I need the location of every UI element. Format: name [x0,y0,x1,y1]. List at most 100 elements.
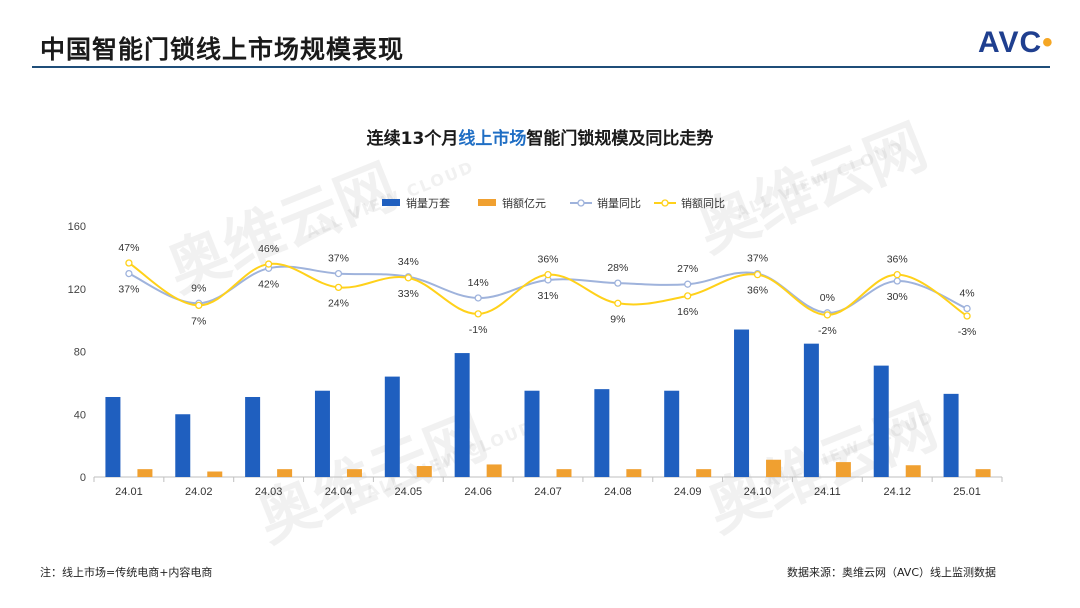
x-tick-label: 24.12 [883,486,911,498]
bar-sales-value [486,464,502,477]
bar-sales-volume [245,396,261,477]
y-tick-label: 0 [80,472,86,484]
data-label-volume-yoy: 37% [328,253,349,265]
chart-title-prefix: 连续13个月 [366,129,459,149]
logo-dot: • [1042,26,1054,59]
data-label-value-yoy: 36% [887,254,908,266]
data-label-volume-yoy: 0% [820,292,835,304]
data-label-volume-yoy: 27% [677,263,698,275]
data-label-volume-yoy: 37% [118,284,139,296]
x-tick-label: 24.02 [185,486,213,498]
y-tick-label: 120 [68,284,86,296]
logo-text: AVC [978,26,1043,59]
data-label-volume-yoy: 30% [887,291,908,303]
data-label-volume-yoy: 14% [468,277,489,289]
y-tick-label: 80 [74,347,86,359]
point-value-yoy [684,292,692,300]
data-label-volume-yoy: 31% [537,290,558,302]
page-title: 中国智能门锁线上市场规模表现 [40,35,405,64]
bar-sales-volume [105,396,121,477]
legend-label-sales-volume: 销量万套 [406,196,450,210]
bar-sales-volume [943,393,959,477]
chart-title-suffix: 智能门锁规模及同比走势 [526,129,714,149]
bar-sales-value [975,469,991,477]
bar-sales-value [137,469,153,477]
bar-sales-volume [594,389,610,477]
legend-label-volume-yoy: 销量同比 [597,196,641,210]
point-value-yoy [963,312,971,320]
point-value-yoy [195,301,203,310]
point-volume-yoy [684,280,692,288]
data-label-value-yoy: 36% [747,285,768,297]
bar-sales-volume [873,365,889,477]
bar-sales-volume [175,414,191,477]
x-tick-label: 24.04 [325,486,353,498]
avc-logo: AVC• [978,26,1054,60]
point-value-yoy [753,271,762,279]
bar-sales-value [835,462,851,477]
data-label-value-yoy: 7% [191,315,206,327]
y-tick-label: 40 [74,409,86,421]
data-label-volume-yoy: 34% [398,256,419,268]
legend-swatch-sales-volume [382,199,400,206]
bar-sales-value [416,466,432,477]
bar-sales-value [207,471,223,477]
data-label-value-yoy: -1% [469,324,488,336]
data-label-value-yoy: 9% [610,313,625,325]
bar-sales-volume [314,390,330,477]
x-tick-label: 24.07 [534,486,562,498]
x-tick-label: 24.09 [674,486,702,498]
bar-sales-value [766,459,782,477]
legend-label-value-yoy: 销额同比 [681,196,725,210]
bar-sales-volume [664,390,680,477]
point-value-yoy [893,271,901,279]
bar-sales-volume [454,353,470,477]
point-value-yoy [264,260,273,268]
point-value-yoy [125,259,133,267]
chart-title: 连续13个月线上市场智能门锁规模及同比走势 [0,124,1080,149]
legend-marker-value-yoy [661,199,669,207]
data-label-value-yoy: 47% [118,242,139,254]
bar-sales-value [277,469,293,477]
data-label-value-yoy: 36% [537,254,558,266]
point-value-yoy [614,299,622,307]
point-value-yoy [823,311,832,319]
x-tick-label: 24.11 [814,486,841,498]
point-volume-yoy [474,294,482,302]
point-value-yoy [544,271,552,279]
x-tick-label: 24.05 [395,486,423,498]
legend-marker-volume-yoy [577,199,585,207]
data-label-value-yoy: -3% [958,326,977,338]
data-source: 数据来源：奥维云网（AVC）线上监测数据 [786,566,996,579]
data-label-volume-yoy: 42% [258,278,279,290]
point-volume-yoy [614,279,622,287]
data-label-volume-yoy: 9% [191,282,206,294]
title-divider [32,66,1050,68]
point-value-yoy [474,310,482,318]
x-tick-label: 24.01 [115,486,143,498]
chart-title-highlight: 线上市场 [458,129,527,149]
bar-sales-volume [803,343,819,477]
x-tick-label: 25.01 [953,486,981,498]
data-label-volume-yoy: 4% [959,288,974,300]
point-volume-yoy [334,269,343,278]
x-tick-label: 24.03 [255,486,283,498]
bar-sales-value [905,465,921,477]
bar-sales-volume [384,376,400,477]
point-volume-yoy [893,277,901,285]
point-value-yoy [404,274,412,282]
x-tick-label: 24.06 [464,486,492,498]
bar-sales-value [696,469,712,477]
bar-sales-value [346,469,362,477]
bar-sales-value [626,469,642,477]
legend-label-sales-value: 销额亿元 [502,196,546,210]
footnote: 注：线上市场=传统电商+内容电商 [40,566,213,579]
bar-sales-value [556,469,572,477]
data-label-value-yoy: 46% [258,243,279,255]
data-label-volume-yoy: 28% [607,262,628,274]
point-value-yoy [334,283,343,292]
point-volume-yoy [963,304,971,313]
data-label-value-yoy: -2% [818,325,837,337]
point-volume-yoy [125,269,133,278]
